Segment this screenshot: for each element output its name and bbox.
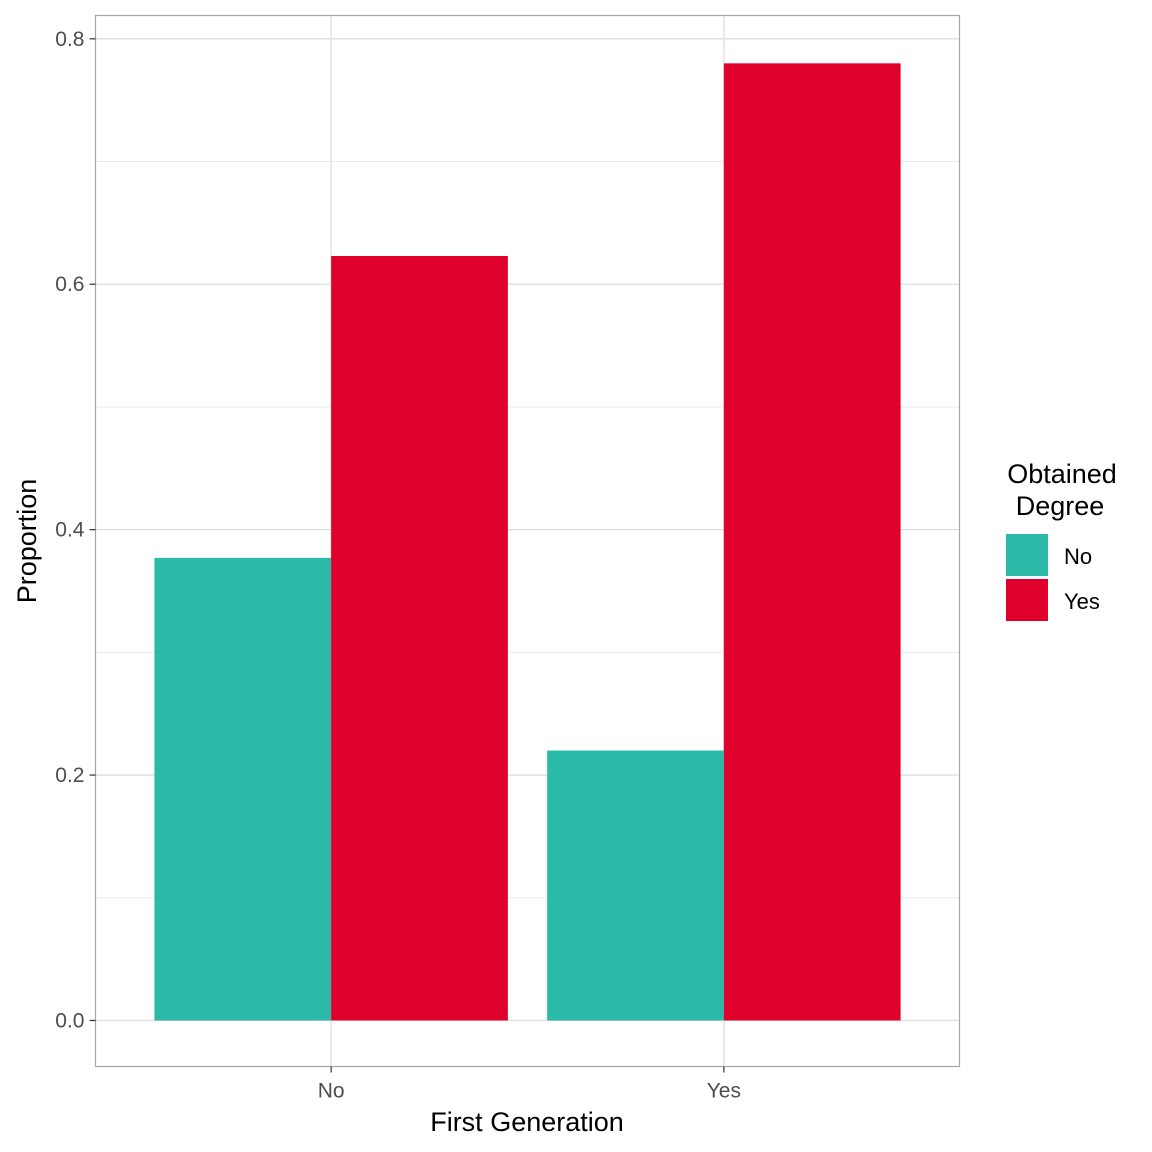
y-tick-label: 0.6 xyxy=(55,273,84,296)
legend-label-no: No xyxy=(1064,544,1092,569)
y-tick-label: 0.2 xyxy=(55,764,84,787)
legend-label-yes: Yes xyxy=(1064,589,1100,614)
y-tick-label: 0.4 xyxy=(55,519,85,542)
bar-no-no xyxy=(154,557,332,1021)
legend-title-line2: Degree xyxy=(1016,491,1105,521)
y-axis-title: Proportion xyxy=(12,479,42,604)
y-tick-label: 0.0 xyxy=(55,1009,84,1032)
legend-key-yes xyxy=(1006,579,1048,621)
bar-no-yes xyxy=(331,256,508,1021)
x-tick-label: No xyxy=(318,1080,345,1103)
panel-border xyxy=(94,14,961,1068)
bar-yes-yes xyxy=(723,63,901,1021)
x-tick-label: Yes xyxy=(707,1080,741,1103)
bar-yes-no xyxy=(547,750,724,1021)
legend-title-line1: Obtained xyxy=(1007,459,1117,489)
legend: Obtained Degree No Yes xyxy=(1006,459,1117,621)
legend-key-no xyxy=(1006,534,1048,576)
y-tick-label: 0.8 xyxy=(55,28,84,51)
x-axis-title: First Generation xyxy=(430,1107,624,1137)
